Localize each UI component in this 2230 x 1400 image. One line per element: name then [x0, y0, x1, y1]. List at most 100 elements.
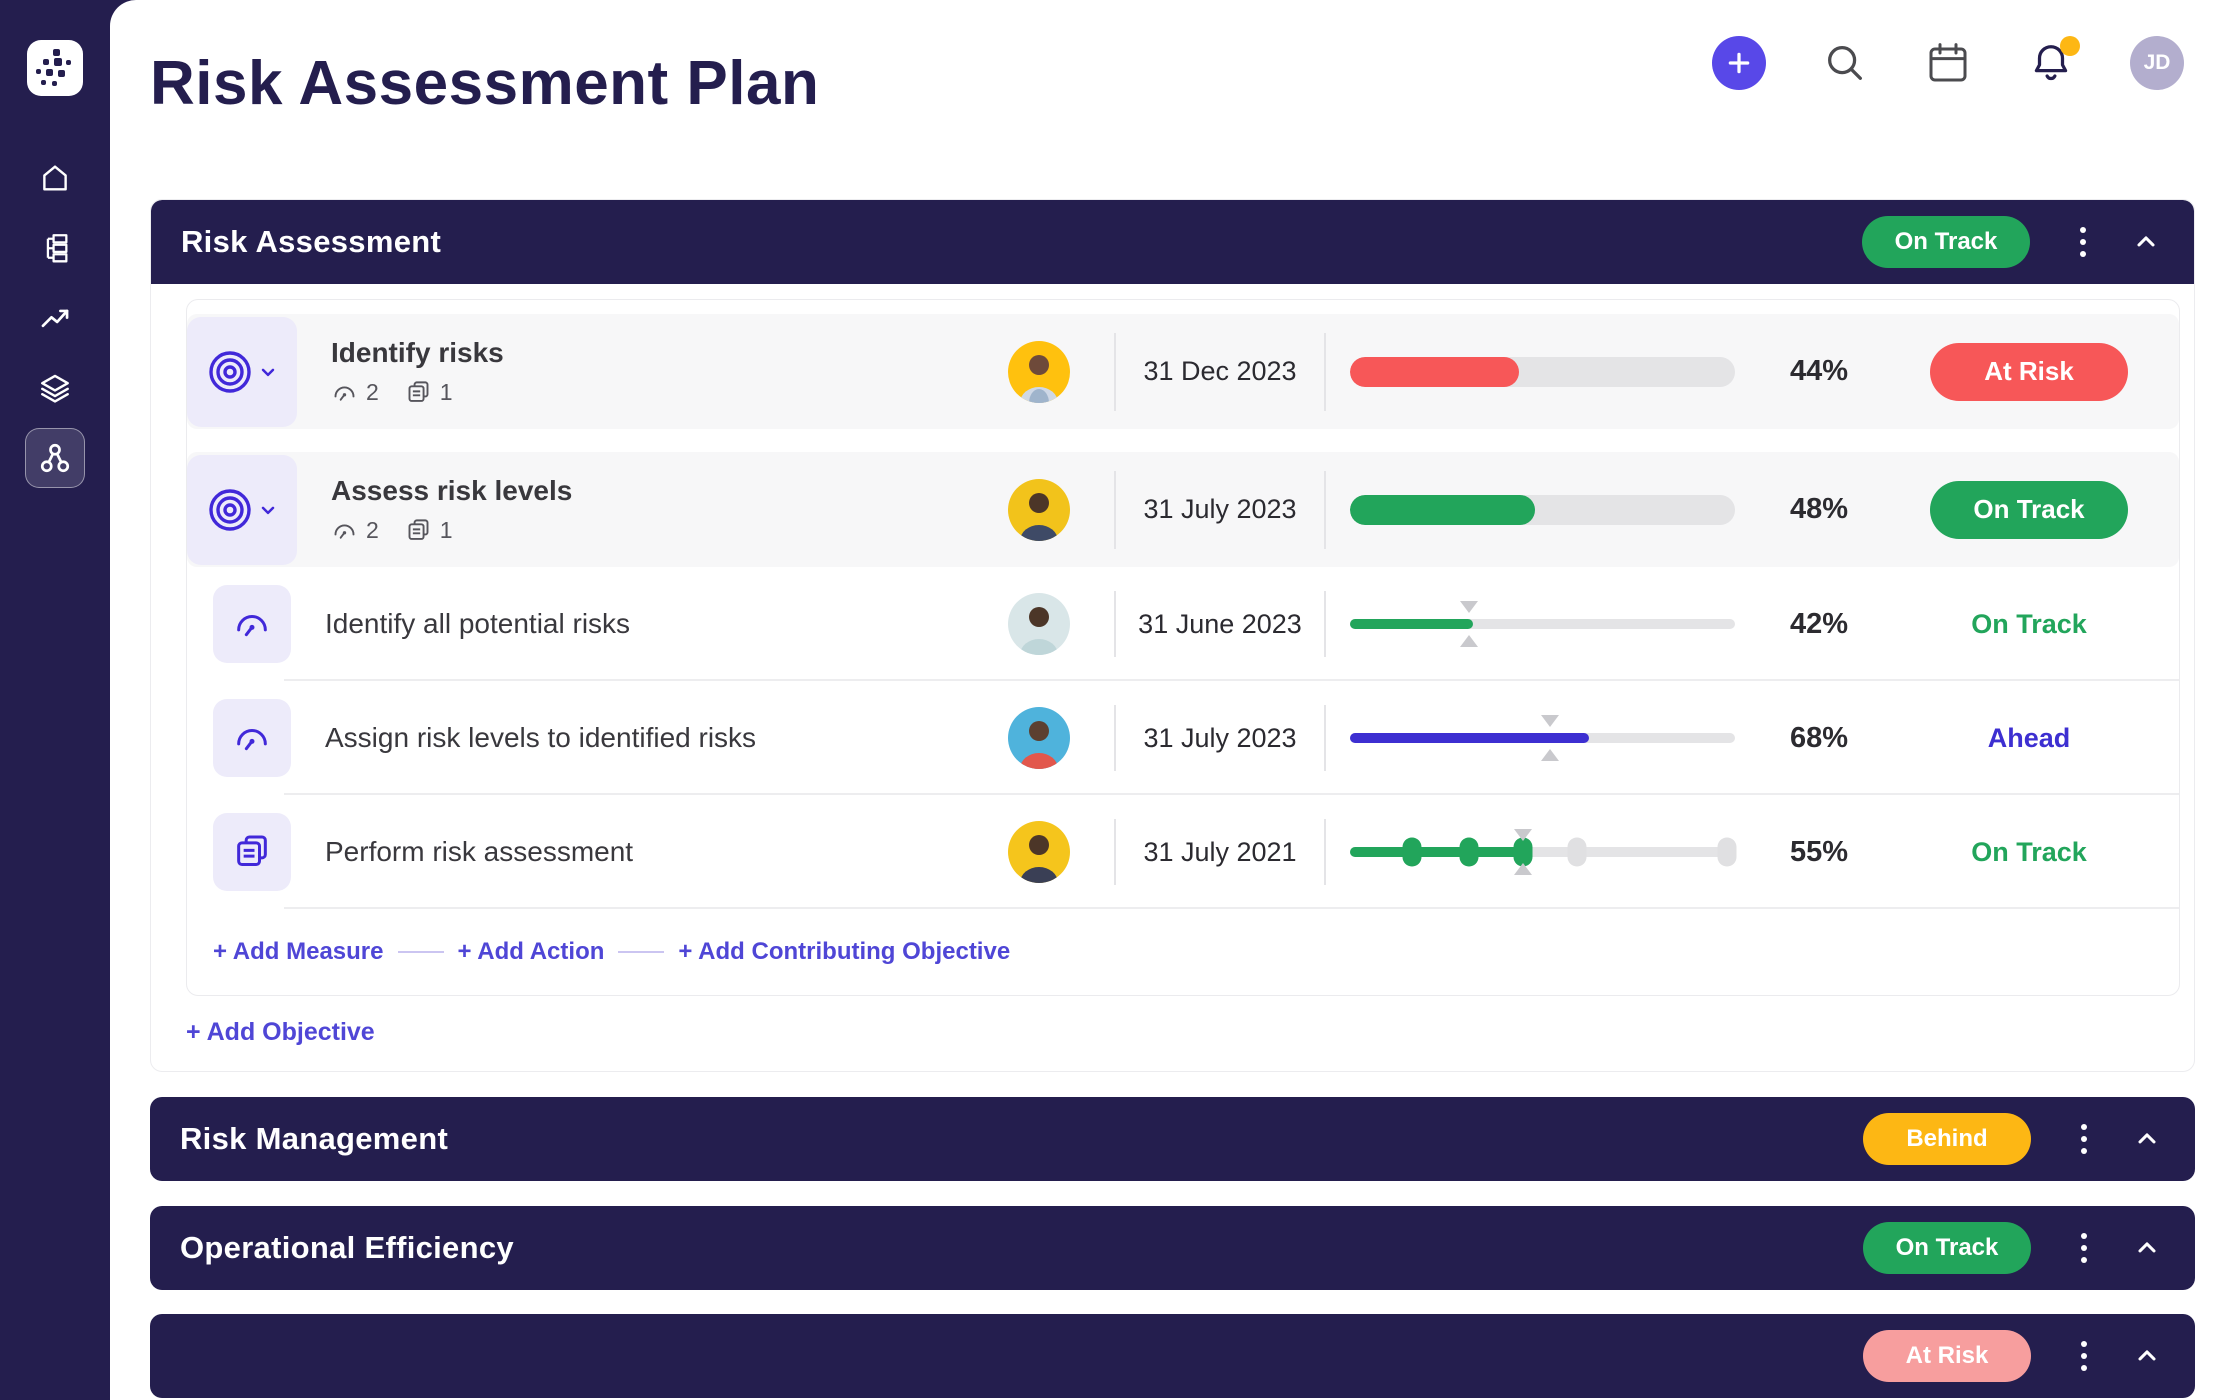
add-measure-button[interactable]: + Add Measure [213, 938, 384, 966]
measure-count: 2 [331, 379, 379, 406]
measure-count: 2 [331, 517, 379, 544]
assignee-avatar [1008, 821, 1070, 884]
milestone-dot [1717, 837, 1737, 867]
objective-expand-toggle[interactable] [187, 454, 297, 565]
progress-percent: 68% [1789, 721, 1849, 754]
add-links-row: + Add Measure + Add Action + Add Contrib… [187, 909, 2179, 995]
progress-bar [1350, 494, 1735, 525]
trending-up-icon [38, 301, 72, 335]
objective-row: Assess risk levels 2 [187, 452, 2179, 568]
app-logo[interactable] [27, 40, 83, 96]
section-title: Operational Efficiency [180, 1230, 514, 1266]
chevron-up-icon[interactable] [2133, 1234, 2161, 1262]
objective-title: Identify risks [331, 337, 504, 369]
due-date: 31 July 2021 [1114, 819, 1326, 886]
section-body: Identify risks 2 [151, 284, 2194, 1071]
kebab-menu-icon[interactable] [2075, 1227, 2093, 1269]
progress-bar-milestones [1350, 824, 1737, 880]
chevron-up-icon[interactable] [2133, 1125, 2161, 1153]
due-date: 31 July 2023 [1114, 470, 1326, 549]
kebab-menu-icon[interactable] [2075, 1335, 2093, 1377]
status-text: Ahead [1987, 722, 2071, 753]
layers-icon [38, 371, 72, 405]
target-icon [206, 348, 254, 396]
objective-row: Identify risks 2 [187, 314, 2179, 430]
section-operational-efficiency[interactable]: Operational Efficiency On Track [150, 1206, 2195, 1291]
objective-rows-card: Identify risks 2 [186, 299, 2180, 997]
add-button[interactable] [1712, 36, 1766, 90]
status-text: On Track [1971, 836, 2087, 867]
status-badge: At Risk [1930, 342, 2128, 401]
network-icon [37, 440, 73, 476]
assignee-avatar [1008, 478, 1070, 541]
page-title: Risk Assessment Plan [150, 49, 820, 118]
user-avatar[interactable]: JD [2130, 36, 2184, 90]
bell-icon [2028, 40, 2074, 86]
sidebar-item-home[interactable] [25, 148, 85, 208]
search-button[interactable] [1822, 40, 1868, 86]
gauge-icon [232, 718, 272, 758]
action-count: 1 [405, 379, 453, 406]
main-panel: Risk Assessment Plan [110, 0, 2230, 1400]
status-badge: On Track [1863, 1222, 2031, 1275]
assignee-avatar [1008, 707, 1070, 770]
status-badge: On Track [1930, 480, 2128, 539]
objective-title: Assess risk levels [331, 475, 573, 507]
sidebar-item-hierarchy[interactable] [25, 218, 85, 278]
measure-title: Assign risk levels to identified risks [325, 722, 757, 754]
hierarchy-icon [38, 231, 72, 265]
milestone-dot [1567, 837, 1587, 867]
action-tile [213, 813, 291, 892]
search-icon [1822, 40, 1868, 86]
chevron-down-icon [258, 500, 278, 520]
header-actions: JD [1712, 36, 2184, 90]
add-objective-button[interactable]: + Add Objective [186, 1018, 375, 1047]
chevron-down-icon [258, 362, 278, 382]
kebab-menu-icon[interactable] [2074, 221, 2092, 263]
status-badge: On Track [1862, 216, 2030, 269]
milestone-dot [1402, 837, 1422, 867]
link-dash [397, 951, 444, 954]
objective-expand-toggle[interactable] [187, 316, 297, 427]
measure-row: Identify all potential risks 31 June 202… [187, 567, 2179, 682]
progress-percent: 42% [1789, 607, 1849, 640]
gauge-icon [232, 604, 272, 644]
assignee-avatar [1008, 340, 1070, 403]
milestone-dot [1513, 837, 1533, 867]
progress-percent: 44% [1789, 355, 1849, 388]
assignee-avatar [1008, 593, 1070, 656]
chevron-up-icon[interactable] [2132, 228, 2160, 256]
add-contributing-objective-button[interactable]: + Add Contributing Objective [678, 938, 1011, 966]
add-action-button[interactable]: + Add Action [457, 938, 605, 966]
action-count: 1 [405, 517, 453, 544]
calendar-button[interactable] [1924, 39, 1972, 87]
notifications-button[interactable] [2028, 36, 2080, 86]
progress-percent: 48% [1789, 493, 1849, 526]
progress-bar [1350, 710, 1735, 766]
sidebar-item-network[interactable] [25, 428, 85, 488]
section-title: Risk Assessment [181, 224, 442, 260]
section-risk-management[interactable]: Risk Management Behind [150, 1097, 2195, 1182]
sidebar [0, 0, 110, 1400]
sidebar-item-trends[interactable] [25, 288, 85, 348]
sidebar-item-layers[interactable] [25, 358, 85, 418]
due-date: 31 Dec 2023 [1114, 332, 1326, 411]
target-icon [206, 486, 254, 534]
status-badge: Behind [1863, 1113, 2031, 1166]
link-dash [618, 951, 665, 954]
progress-bar [1350, 596, 1735, 652]
plus-icon [1726, 50, 1752, 76]
kebab-menu-icon[interactable] [2075, 1118, 2093, 1160]
chevron-up-icon[interactable] [2133, 1342, 2161, 1370]
measure-tile [213, 699, 291, 778]
section-partial[interactable]: At Risk [150, 1314, 2195, 1399]
due-date: 31 July 2023 [1114, 705, 1326, 772]
status-text: On Track [1971, 608, 2087, 639]
due-date: 31 June 2023 [1114, 591, 1326, 658]
section-header[interactable]: Risk Assessment On Track [151, 200, 2194, 285]
action-title: Perform risk assessment [325, 836, 634, 868]
measure-tile [213, 585, 291, 664]
measure-row: Assign risk levels to identified risks 3… [187, 681, 2179, 796]
document-icon [232, 832, 272, 872]
section-risk-assessment: Risk Assessment On Track [150, 199, 2195, 1073]
